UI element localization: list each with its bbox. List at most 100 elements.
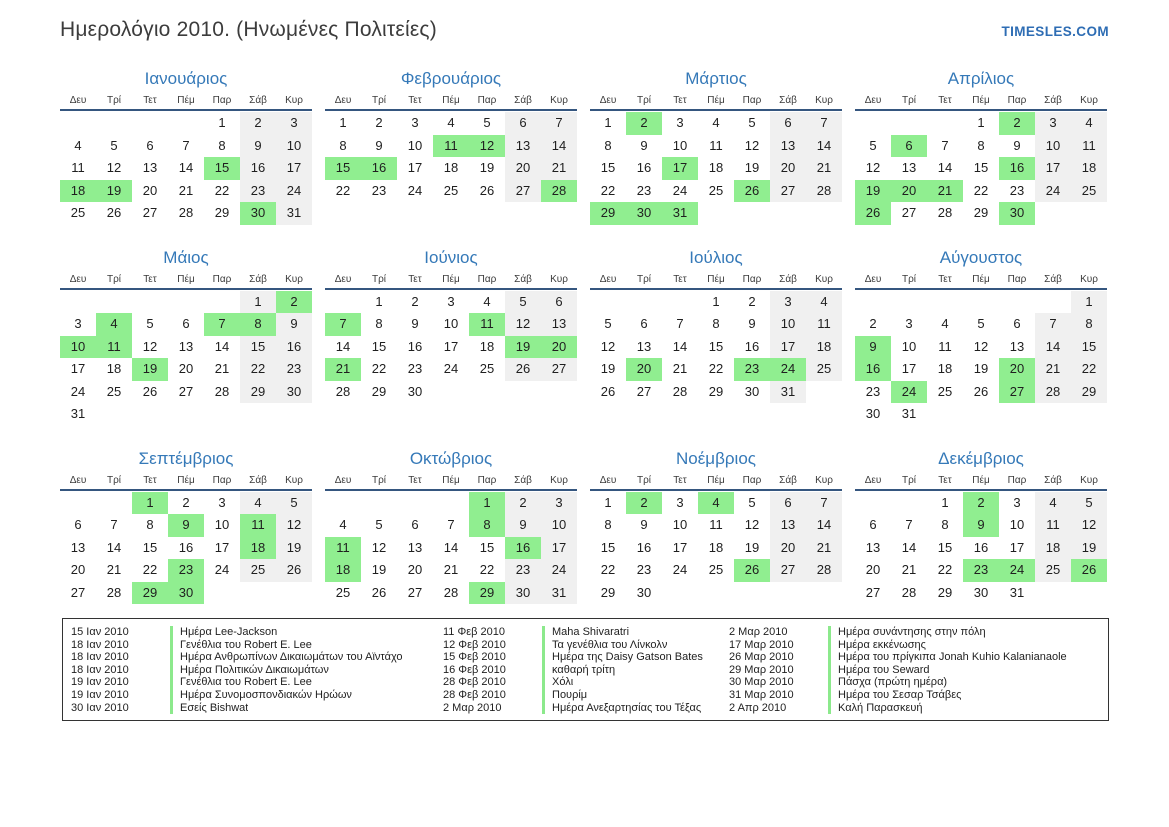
day-cell: 22 [600, 562, 616, 577]
weekday-header: Τρί [636, 474, 652, 486]
day-cell: 22 [479, 562, 495, 577]
day-cell: 14 [806, 514, 842, 537]
weekday-header: Πέμ [442, 273, 460, 285]
day-cell: 25 [806, 358, 842, 381]
weekday-header: Πέμ [442, 474, 460, 486]
empty-cell [626, 291, 662, 314]
empty-cell [734, 582, 770, 605]
weekday-header: Παρ [742, 273, 762, 285]
legend-item: 15 Ιαν 2010 Ημέρα Lee-Jackson [71, 626, 443, 639]
day-cell: 19 [973, 361, 989, 376]
day-cell: 10 [407, 137, 423, 153]
weekday-header-row: Δευ Τρί Τετ Πέμ Παρ Σάβ Κυρ [60, 95, 312, 111]
week-row: 12 13 14 15 16 17 18 [590, 335, 842, 358]
day-cell: 2 [240, 112, 276, 135]
weekday-header: Κυρ [815, 273, 833, 285]
day-cell: 15 [371, 338, 387, 354]
legend-item: 16 Φεβ 2010 καθαρή τρίτη [443, 663, 729, 677]
day-cell: 10 [770, 313, 806, 336]
day-cell: 9 [640, 137, 648, 153]
week-row: 27 28 29 30 [60, 581, 312, 604]
weekday-header: Τετ [938, 273, 952, 285]
empty-cell [806, 381, 842, 404]
day-cell: 26 [973, 383, 989, 399]
day-cell: 24 [672, 182, 688, 198]
legend-column: 2 Μαρ 2010 Ημέρα συνάντησης στην πόλη 17 Μ… [729, 626, 1100, 715]
day-cell: 18 [1035, 536, 1071, 559]
holiday-date: 30 Ιαν 2010 [71, 701, 129, 714]
empty-cell [662, 291, 698, 314]
day-cell: 5 [869, 137, 877, 153]
day-cell: 15 [600, 539, 616, 555]
holiday-name: Καλή Παρασκευή [828, 701, 922, 715]
day-cell: 24 [541, 559, 577, 582]
day-cell: 18 [240, 536, 276, 559]
day-cell: 27 [636, 383, 652, 399]
month-7: Ιούλιος Δευ Τρί Τετ Πέμ Παρ Σάβ Κυρ 1 2 3 4 5 6 7 8 9 10 1… [590, 247, 842, 404]
legend-item: 18 Ιαν 2010 Γενέθλια του Robert E. Lee [71, 638, 443, 652]
day-cell: 3 [541, 491, 577, 514]
day-cell: 15 [600, 160, 616, 175]
day-cell: 21 [672, 361, 688, 376]
day-cell: 21 [178, 182, 194, 198]
weekday-header: Παρ [212, 273, 232, 285]
week-row: 24 25 26 27 28 29 30 [60, 380, 312, 403]
day-cell: 5 [483, 115, 491, 130]
week-row: 26 27 28 29 30 31 [590, 380, 842, 404]
day-cell: 21 [1035, 358, 1071, 381]
day-cell: 18 [325, 559, 361, 582]
day-cell: 26 [479, 182, 495, 198]
day-cell: 18 [60, 179, 96, 202]
weekday-header: Παρ [1007, 273, 1027, 285]
month-title: Σεπτέμβριος [138, 448, 234, 468]
weekday-header: Δευ [334, 474, 352, 486]
holiday-name: Ημέρα συνάντησης στην πόλη [828, 626, 986, 639]
day-cell: 26 [106, 205, 122, 220]
day-cell: 17 [901, 361, 917, 376]
day-cell: 16 [744, 338, 760, 354]
day-cell: 27 [901, 205, 917, 220]
weekday-header: Κυρ [550, 95, 568, 106]
weekday-header: Δευ [599, 474, 617, 486]
day-cell: 2 [626, 112, 662, 135]
day-cell: 12 [1071, 514, 1107, 537]
weekday-header: Τετ [143, 95, 157, 106]
day-cell: 26 [734, 179, 770, 202]
day-cell: 12 [106, 160, 122, 175]
weekday-header: Δευ [864, 273, 882, 285]
day-cell: 27 [70, 584, 86, 600]
day-cell: 18 [443, 160, 459, 175]
weekday-header-row: Δευ Τρί Τετ Πέμ Παρ Σάβ Κυρ [60, 274, 312, 290]
day-cell: 28 [806, 179, 842, 202]
day-cell: 19 [744, 160, 760, 175]
calendar-page: Ημερολόγιο 2010. (Ηνωμένες Πολιτείες) TI… [60, 18, 1109, 722]
day-cell: 16 [178, 539, 194, 555]
empty-cell [168, 291, 204, 314]
day-cell: 30 [407, 383, 423, 399]
day-cell: 19 [505, 335, 541, 358]
day-cell: 4 [447, 115, 455, 130]
day-cell: 12 [973, 338, 989, 354]
day-cell: 27 [541, 358, 577, 381]
legend-item: 28 Φεβ 2010 Πουρίμ [443, 688, 729, 702]
day-cell: 20 [541, 335, 577, 358]
day-cell: 6 [891, 134, 927, 157]
day-cell: 15 [708, 338, 724, 354]
empty-cell [927, 291, 963, 314]
day-cell: 21 [806, 157, 842, 180]
day-cell: 25 [708, 562, 724, 577]
day-cell: 10 [672, 517, 688, 532]
day-cell: 2 [276, 290, 312, 313]
day-cell: 24 [672, 562, 688, 577]
month-title: Νοέμβριος [676, 448, 756, 468]
day-cell: 10 [214, 517, 230, 532]
site-link[interactable]: TIMESLES.COM [1001, 24, 1109, 39]
empty-cell [927, 403, 963, 426]
day-cell: 14 [541, 134, 577, 157]
day-cell: 7 [110, 517, 118, 532]
week-row: 20 21 22 23 24 25 26 [855, 559, 1107, 582]
week-row: 31 [60, 403, 312, 426]
weekday-header: Δευ [599, 95, 617, 106]
